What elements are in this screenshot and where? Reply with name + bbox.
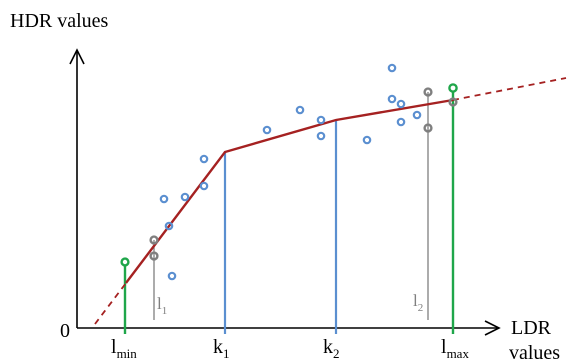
y-axis-label: HDR values — [10, 10, 109, 32]
sample-point — [316, 115, 326, 125]
sample-point — [316, 131, 326, 141]
sample-point — [167, 271, 177, 281]
sample-point — [149, 235, 159, 245]
sample-point — [423, 123, 433, 133]
lmax-label: lmax — [441, 336, 469, 360]
lmax-marker — [448, 83, 458, 93]
curve-solid — [125, 98, 454, 284]
axes — [69, 48, 501, 336]
blue-sample-points — [159, 63, 422, 281]
sample-point — [423, 87, 433, 97]
sample-point — [396, 99, 406, 109]
x-axis-label-line1: LDR — [511, 317, 552, 339]
sample-point — [412, 110, 422, 120]
sample-point — [396, 117, 406, 127]
k1-label: k1 — [213, 336, 230, 360]
curve-extension-left — [94, 282, 127, 325]
sample-point — [159, 194, 169, 204]
sample-point — [387, 94, 397, 104]
y-axis-arrowhead — [69, 48, 85, 65]
sample-point — [199, 154, 209, 164]
green-endpoint-markers — [120, 83, 458, 267]
x-axis-arrowhead — [484, 320, 501, 336]
sample-point — [262, 125, 272, 135]
sample-point — [295, 105, 305, 115]
lmin-label: lmin — [111, 336, 137, 360]
origin-label: 0 — [60, 320, 70, 342]
sample-point — [149, 251, 159, 261]
sample-point — [180, 192, 190, 202]
l2-label: l2 — [413, 291, 423, 314]
sample-point — [164, 221, 174, 231]
lmin-marker — [120, 257, 130, 267]
gray-sample-points — [149, 87, 458, 261]
sample-point — [199, 181, 209, 191]
sample-point — [448, 97, 458, 107]
curve-extension-right — [452, 77, 567, 101]
sample-point — [362, 135, 372, 145]
tone-curve — [94, 77, 567, 325]
sample-point — [387, 63, 397, 73]
x-axis-label-line2: values — [509, 342, 560, 360]
k2-label: k2 — [323, 336, 340, 360]
l1-label: l1 — [157, 294, 167, 317]
